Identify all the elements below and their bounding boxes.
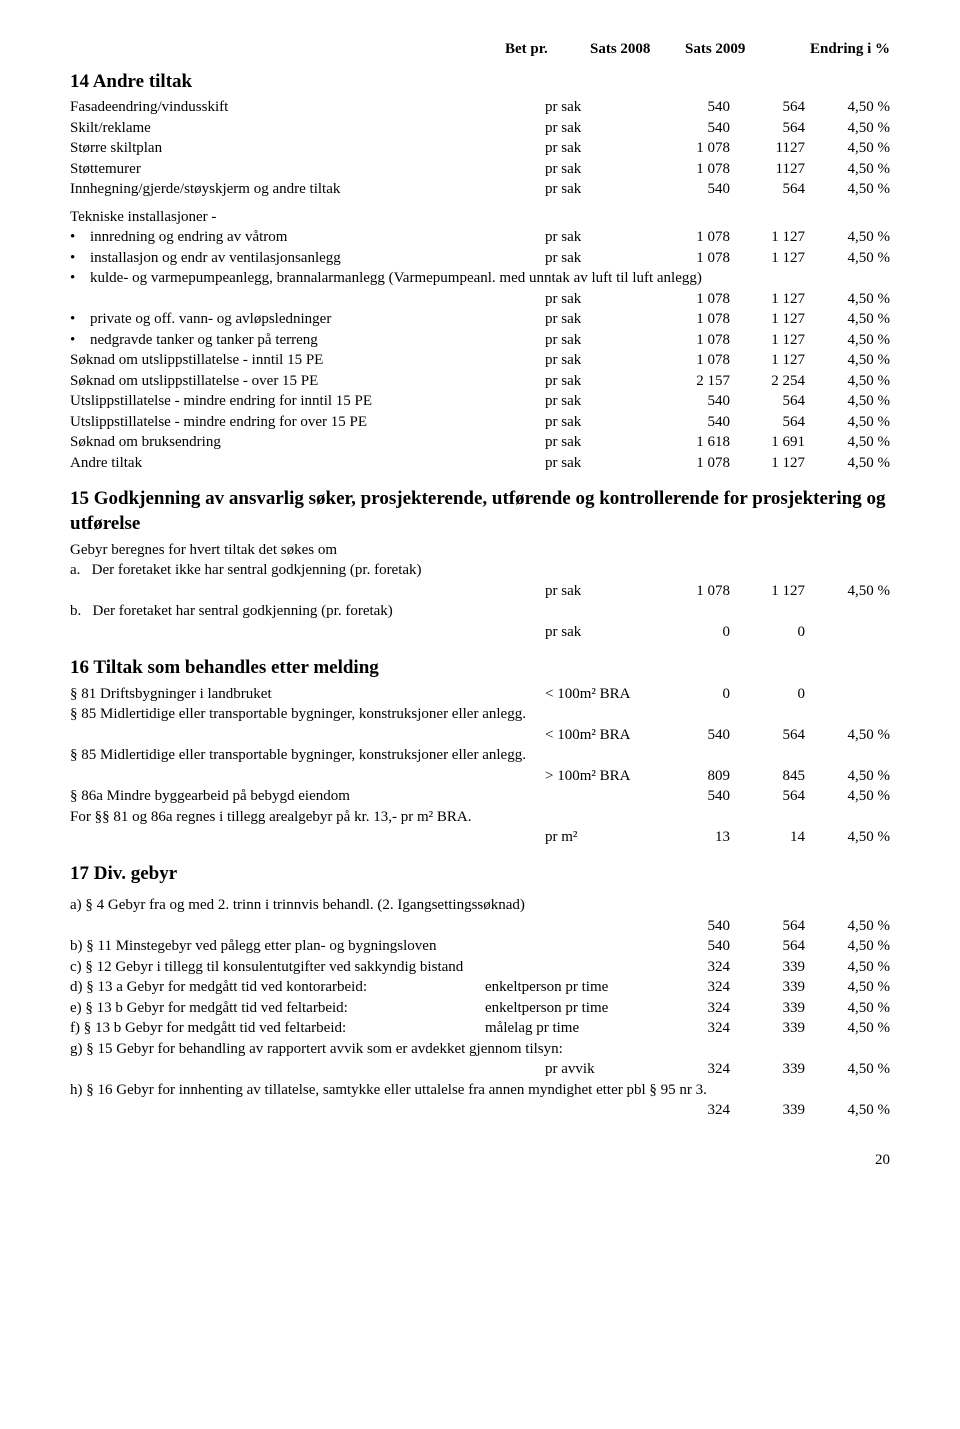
s14-tek-0: •innredning og endring av våtrompr sak1 … (70, 228, 890, 248)
s17-a-values: 540 564 4,50 % (70, 917, 890, 937)
s14-row-0: Fasadeendring/vindusskiftpr sak5405644,5… (70, 98, 890, 118)
s14-tek2-0: •private og off. vann- og avløpsledninge… (70, 310, 890, 330)
s14-tek2-1: •nedgravde tanker og tanker på terrengpr… (70, 331, 890, 351)
s15-b: b. Der foretaket har sentral godkjenning… (70, 602, 890, 622)
s14-rows2-0: Søknad om utslippstillatelse - inntil 15… (70, 351, 890, 371)
s17-row-2: d) § 13 a Gebyr for medgått tid ved kont… (70, 978, 890, 998)
s16-81: § 81 Driftsbygninger i landbruket < 100m… (70, 685, 890, 705)
table-header: Bet pr. Sats 2008 Sats 2009 Endring i % (70, 40, 890, 60)
section-14-title: 14 Andre tiltak (70, 70, 890, 95)
s16-areal-text: For §§ 81 og 86a regnes i tillegg arealg… (70, 808, 890, 828)
bullet-kulde: • kulde- og varmepumpeanlegg, brannalarm… (70, 269, 890, 289)
s17-g-text: g) § 15 Gebyr for behandling av rapporte… (70, 1040, 890, 1060)
col-2009: Sats 2009 (685, 40, 780, 60)
tekniske-heading: Tekniske installasjoner - (70, 208, 890, 228)
s14-row-1: Skilt/reklamepr sak5405644,50 % (70, 119, 890, 139)
col-endring: Endring i % (780, 40, 890, 60)
s14-row-2: Større skiltplanpr sak1 07811274,50 % (70, 139, 890, 159)
s16-85a-values: < 100m² BRA 540 564 4,50 % (70, 726, 890, 746)
s17-a-text: a) § 4 Gebyr fra og med 2. trinn i trinn… (70, 896, 890, 916)
s17-h-values: 324 339 4,50 % (70, 1101, 890, 1121)
s17-row-0: b) § 11 Minstegebyr ved pålegg etter pla… (70, 937, 890, 957)
s16-86a: § 86a Mindre byggearbeid på bebygd eiend… (70, 787, 890, 807)
page-number: 20 (70, 1151, 890, 1171)
s14-rows2-4: Søknad om bruksendringpr sak1 6181 6914,… (70, 433, 890, 453)
s17-row-4: f) § 13 b Gebyr for medgått tid ved felt… (70, 1019, 890, 1039)
section-16-title: 16 Tiltak som behandles etter melding (70, 656, 890, 681)
col-2008: Sats 2008 (590, 40, 685, 60)
s14-rows2-1: Søknad om utslippstillatelse - over 15 P… (70, 372, 890, 392)
section-15-title: 15 Godkjenning av ansvarlig søker, prosj… (70, 487, 890, 536)
s14-tek-1: •installasjon og endr av ventilasjonsanl… (70, 249, 890, 269)
s14-rows2-5: Andre tiltakpr sak1 0781 1274,50 % (70, 454, 890, 474)
s16-areal-values: pr m² 13 14 4,50 % (70, 828, 890, 848)
s16-85b-text: § 85 Midlertidige eller transportable by… (70, 746, 890, 766)
s17-row-3: e) § 13 b Gebyr for medgått tid ved felt… (70, 999, 890, 1019)
kulde-text: kulde- og varmepumpeanlegg, brannalarman… (90, 269, 890, 289)
section-17-title: 17 Div. gebyr (70, 862, 890, 887)
s17-row-1: c) § 12 Gebyr i tillegg til konsulentutg… (70, 958, 890, 978)
s14-row-4: Innhegning/gjerde/støyskjerm og andre ti… (70, 180, 890, 200)
s16-85a-text: § 85 Midlertidige eller transportable by… (70, 705, 890, 725)
col-bet: Bet pr. (505, 40, 590, 60)
s15-intro: Gebyr beregnes for hvert tiltak det søke… (70, 541, 890, 561)
s15-b-values: pr sak 0 0 (70, 623, 890, 643)
kulde-values: pr sak 1 078 1 127 4,50 % (70, 290, 890, 310)
s16-85b-values: > 100m² BRA 809 845 4,50 % (70, 767, 890, 787)
s15-a: a. Der foretaket ikke har sentral godkje… (70, 561, 890, 581)
s17-g-values: pr avvik 324 339 4,50 % (70, 1060, 890, 1080)
s14-row-3: Støttemurerpr sak1 07811274,50 % (70, 160, 890, 180)
s17-h-text: h) § 16 Gebyr for innhenting av tillatel… (70, 1081, 890, 1101)
s14-rows2-2: Utslippstillatelse - mindre endring for … (70, 392, 890, 412)
s14-rows2-3: Utslippstillatelse - mindre endring for … (70, 413, 890, 433)
s15-a-values: pr sak 1 078 1 127 4,50 % (70, 582, 890, 602)
